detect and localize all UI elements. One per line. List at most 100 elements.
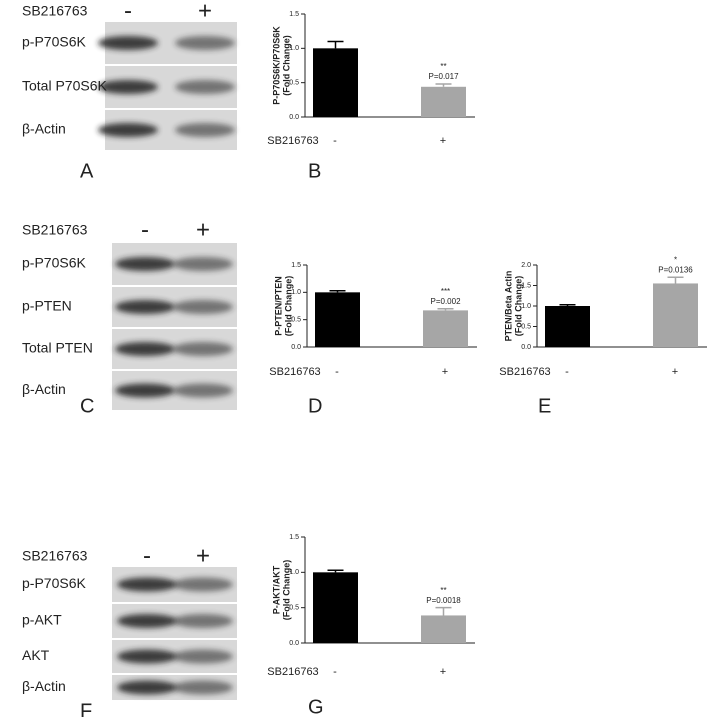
significance: ** bbox=[440, 586, 446, 595]
x-axis-label: SB216763 bbox=[269, 366, 320, 378]
band bbox=[173, 342, 233, 356]
lane-label: + bbox=[196, 542, 210, 569]
y-axis-label: P-AKT/AKT bbox=[271, 565, 281, 614]
panel-letter: F bbox=[80, 700, 92, 717]
treatment-label: SB216763 bbox=[22, 548, 88, 564]
bar bbox=[653, 283, 698, 347]
bar bbox=[421, 615, 466, 643]
row-label: Total PTEN bbox=[22, 340, 93, 356]
y-tick-label: 0.0 bbox=[521, 344, 531, 351]
y-axis-label: (Fold Change) bbox=[513, 276, 523, 337]
lane-label: - bbox=[141, 216, 149, 243]
band bbox=[175, 80, 235, 94]
band bbox=[98, 123, 158, 137]
band bbox=[115, 257, 175, 271]
y-tick-label: 0.5 bbox=[289, 80, 299, 87]
row-label: β-Actin bbox=[22, 678, 66, 694]
row-label: p-AKT bbox=[22, 612, 62, 628]
row-label: β-Actin bbox=[22, 121, 66, 137]
y-tick-label: 1.0 bbox=[521, 303, 531, 310]
lane-label: + bbox=[198, 0, 212, 24]
y-tick-label: 1.5 bbox=[291, 262, 301, 269]
band bbox=[173, 300, 233, 314]
x-axis-label: SB216763 bbox=[267, 666, 318, 678]
panel-letter: D bbox=[308, 395, 322, 417]
x-tick-label: - bbox=[335, 366, 339, 378]
p-value: P=0.017 bbox=[428, 72, 459, 81]
y-tick-label: 1.0 bbox=[291, 289, 301, 296]
y-tick-label: 0.0 bbox=[289, 640, 299, 647]
x-tick-label: + bbox=[672, 366, 678, 378]
y-tick-label: 0.5 bbox=[289, 605, 299, 612]
p-value: P=0.002 bbox=[430, 297, 461, 306]
band bbox=[115, 383, 175, 398]
error-bar bbox=[329, 289, 346, 293]
band bbox=[115, 300, 175, 314]
error-bar bbox=[437, 307, 454, 311]
band bbox=[175, 123, 235, 137]
y-tick-label: 0.5 bbox=[521, 323, 531, 330]
row-label: p-PTEN bbox=[22, 298, 72, 314]
y-axis-label: (Fold Change) bbox=[283, 276, 293, 337]
error-bar bbox=[327, 569, 344, 573]
x-axis-label: SB216763 bbox=[267, 135, 318, 147]
bar bbox=[313, 48, 358, 118]
significance: * bbox=[674, 255, 677, 264]
row-label: p-P70S6K bbox=[22, 255, 86, 271]
band bbox=[173, 614, 233, 628]
band bbox=[173, 680, 233, 695]
row-label: β-Actin bbox=[22, 381, 66, 397]
band bbox=[173, 577, 233, 592]
y-tick-label: 1.0 bbox=[289, 45, 299, 52]
y-tick-label: 2.0 bbox=[521, 262, 531, 269]
lane-label: - bbox=[143, 542, 151, 569]
y-tick-label: 1.5 bbox=[289, 11, 299, 18]
band bbox=[98, 36, 158, 50]
bar bbox=[315, 292, 360, 347]
y-axis-label: (Fold Change) bbox=[281, 560, 291, 621]
band bbox=[98, 80, 158, 94]
lane-label: + bbox=[196, 216, 210, 243]
y-tick-label: 1.5 bbox=[521, 282, 531, 289]
error-bar bbox=[559, 304, 576, 306]
panel-letter: B bbox=[308, 160, 321, 182]
band bbox=[117, 614, 177, 628]
band bbox=[115, 342, 175, 356]
x-tick-label: + bbox=[440, 666, 446, 678]
y-tick-label: 0.0 bbox=[291, 344, 301, 351]
band bbox=[117, 649, 177, 664]
y-tick-label: 0.0 bbox=[289, 114, 299, 121]
x-tick-label: + bbox=[442, 366, 448, 378]
error-bar bbox=[435, 83, 452, 87]
bar bbox=[423, 310, 468, 347]
band bbox=[173, 649, 233, 664]
bar bbox=[421, 86, 466, 117]
x-tick-label: + bbox=[440, 135, 446, 147]
y-tick-label: 1.5 bbox=[289, 534, 299, 541]
panel-letter: A bbox=[80, 160, 94, 182]
error-bar bbox=[327, 40, 344, 49]
row-label: AKT bbox=[22, 647, 50, 663]
p-value: P=0.0136 bbox=[658, 265, 693, 274]
significance: *** bbox=[441, 287, 450, 296]
significance: ** bbox=[440, 62, 446, 71]
bar bbox=[545, 306, 590, 347]
bar bbox=[313, 572, 358, 643]
row-label: p-P70S6K bbox=[22, 575, 86, 591]
band bbox=[117, 680, 177, 695]
band bbox=[173, 257, 233, 271]
row-label: p-P70S6K bbox=[22, 34, 86, 50]
panel-letter: E bbox=[538, 395, 551, 417]
treatment-label: SB216763 bbox=[22, 222, 88, 238]
treatment-label: SB216763 bbox=[22, 3, 88, 19]
x-tick-label: - bbox=[333, 666, 337, 678]
y-tick-label: 1.0 bbox=[289, 569, 299, 576]
error-bar bbox=[435, 606, 452, 616]
error-bar bbox=[667, 276, 684, 284]
y-axis-label: (Fold Change) bbox=[281, 35, 291, 96]
x-tick-label: - bbox=[565, 366, 569, 378]
y-axis-label: P-PTEN/PTEN bbox=[273, 276, 283, 336]
band bbox=[173, 383, 233, 398]
band bbox=[117, 577, 177, 592]
